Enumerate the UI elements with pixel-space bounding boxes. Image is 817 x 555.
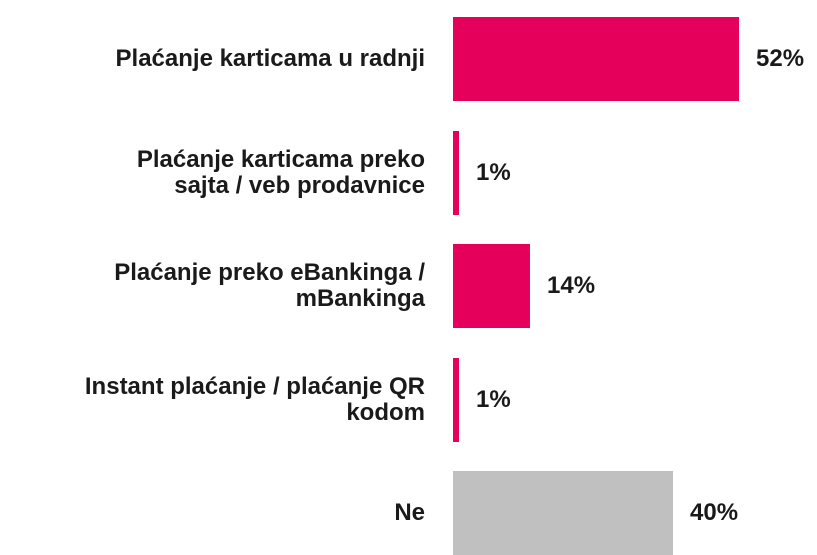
value-label: 40%	[690, 499, 739, 526]
category-label-line: Plaćanje preko eBankinga /	[114, 259, 425, 286]
bar	[453, 471, 673, 555]
category-label-line: mBankinga	[295, 285, 425, 312]
category-label: Ne	[5, 500, 425, 526]
bar	[453, 17, 739, 101]
category-label-line: kodom	[346, 399, 425, 426]
category-label-line: Plaćanje karticama preko	[136, 146, 425, 173]
bar	[453, 131, 459, 215]
category-label-line: Plaćanje karticama u radnji	[115, 45, 425, 72]
value-label: 52%	[756, 45, 805, 72]
bar	[453, 244, 530, 328]
value-label: 1%	[476, 159, 511, 186]
value-label: 1%	[476, 386, 511, 413]
category-label: Plaćanje karticama u radnji	[5, 46, 425, 72]
category-label-line: Ne	[394, 499, 425, 526]
category-label-line: Instant plaćanje / plaćanje QR	[84, 373, 425, 400]
category-label: Instant plaćanje / plaćanje QR kodom	[5, 374, 425, 426]
bar	[453, 358, 459, 442]
category-label-line: sajta / veb prodavnice	[174, 172, 425, 199]
category-label: Plaćanje karticama preko sajta / veb prod…	[5, 147, 425, 199]
value-label: 14%	[547, 272, 596, 299]
category-label: Plaćanje preko eBankinga / mBankinga	[5, 260, 425, 312]
